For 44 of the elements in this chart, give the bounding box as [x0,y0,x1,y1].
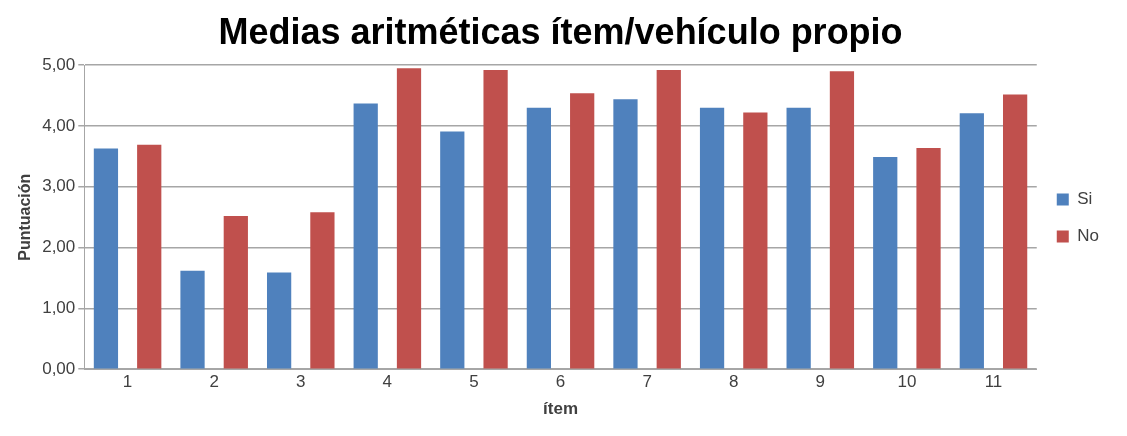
y-tick-label: 2,00 [42,237,76,257]
x-tick-label: 10 [897,372,917,392]
x-tick-label: 5 [469,372,479,392]
bar [743,112,768,369]
bar [93,148,119,369]
bar [829,71,855,369]
bar [570,93,595,369]
y-axis-title: Puntuación [16,173,34,261]
x-tick-label: 2 [209,372,219,392]
bar [396,68,422,369]
bar [1003,94,1028,369]
bar [223,215,248,369]
bar [613,99,638,369]
x-tick-label: 3 [296,372,306,392]
x-tick-label: 9 [815,372,826,392]
x-tick-label: 1 [122,372,133,392]
y-tick-label: 0,00 [42,358,76,378]
legend-label: No [1077,226,1099,246]
bar [137,144,162,369]
x-tick-label: 8 [728,372,739,392]
x-tick-label: 4 [382,372,393,392]
bar [440,131,465,369]
bar [483,70,508,369]
bar [310,212,335,369]
chart-title: Medias aritméticas ítem/vehículo propio [218,10,903,52]
y-tick-label: 4,00 [42,115,76,135]
legend-label: Si [1077,189,1093,209]
x-tick-label: 11 [984,372,1003,392]
y-tick-label: 5,00 [42,54,76,74]
bar [916,147,941,369]
bar [786,107,811,369]
bar [353,103,378,369]
y-tick-label: 1,00 [42,298,76,318]
bar [959,113,984,369]
bar [526,107,551,369]
bar [699,107,725,369]
bar [656,70,681,369]
x-axis-title: ítem [543,399,579,419]
y-tick-label: 3,00 [42,176,76,196]
x-tick-label: 7 [642,372,652,392]
bar [873,157,898,369]
x-tick-label: 6 [555,372,566,392]
bar [266,272,292,369]
bar [180,270,205,369]
